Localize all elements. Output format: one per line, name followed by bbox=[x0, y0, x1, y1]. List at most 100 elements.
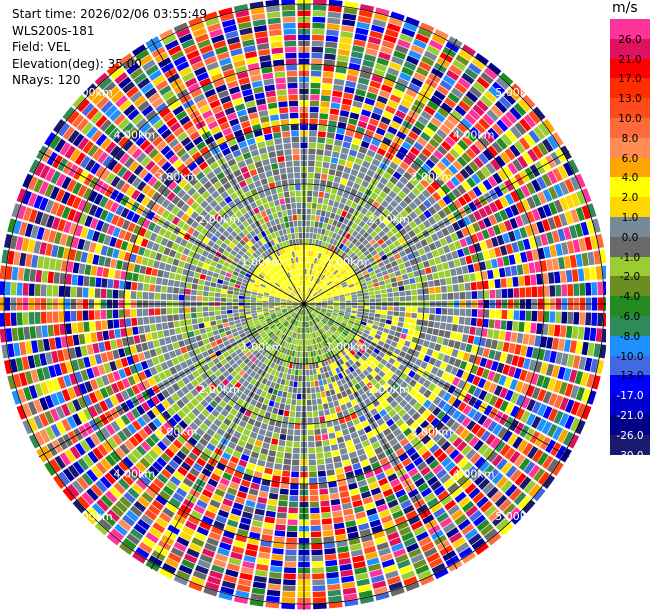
velocity-gate bbox=[313, 310, 319, 314]
velocity-gate bbox=[570, 209, 580, 223]
velocity-gate bbox=[420, 275, 428, 282]
velocity-gate bbox=[436, 468, 448, 480]
velocity-gate bbox=[29, 269, 37, 282]
velocity-gate bbox=[413, 382, 422, 391]
velocity-gate bbox=[421, 450, 432, 461]
velocity-gate bbox=[308, 453, 316, 460]
velocity-gate bbox=[520, 382, 530, 395]
velocity-gate bbox=[445, 277, 453, 285]
velocity-gate bbox=[502, 430, 513, 443]
velocity-gate bbox=[313, 227, 318, 234]
velocity-gate bbox=[340, 252, 347, 259]
velocity-gate bbox=[345, 300, 352, 303]
velocity-gate bbox=[381, 366, 389, 374]
velocity-gate bbox=[343, 383, 350, 390]
velocity-gate bbox=[597, 281, 604, 296]
velocity-gate bbox=[387, 297, 394, 302]
velocity-gate bbox=[311, 245, 315, 251]
velocity-gate bbox=[334, 139, 343, 147]
velocity-gate bbox=[345, 345, 352, 352]
velocity-gate bbox=[336, 436, 345, 444]
velocity-gate bbox=[314, 434, 322, 441]
velocity-gate bbox=[361, 439, 371, 448]
velocity-gate bbox=[445, 235, 453, 244]
velocity-gate bbox=[282, 464, 291, 471]
velocity-gate bbox=[401, 27, 416, 38]
velocity-gate bbox=[363, 292, 369, 296]
velocity-gate bbox=[384, 131, 395, 141]
velocity-gate bbox=[307, 405, 312, 412]
velocity-gate bbox=[291, 465, 300, 472]
velocity-gate bbox=[440, 315, 447, 323]
velocity-gate bbox=[385, 73, 397, 82]
velocity-gate bbox=[472, 491, 485, 504]
velocity-gate bbox=[317, 288, 323, 293]
velocity-gate bbox=[444, 330, 451, 339]
velocity-gate bbox=[310, 82, 321, 89]
velocity-gate bbox=[363, 260, 370, 267]
velocity-gate bbox=[441, 456, 452, 468]
velocity-gate bbox=[518, 137, 531, 151]
velocity-gate bbox=[478, 389, 488, 401]
velocity-gate bbox=[304, 274, 307, 281]
velocity-gate bbox=[409, 342, 417, 350]
velocity-gate bbox=[307, 294, 312, 300]
velocity-gate bbox=[327, 426, 335, 434]
velocity-gate bbox=[297, 351, 301, 358]
velocity-gate bbox=[321, 360, 326, 367]
velocity-gate bbox=[220, 293, 227, 298]
velocity-gate bbox=[308, 307, 314, 311]
velocity-gate bbox=[185, 344, 193, 352]
velocity-gate bbox=[307, 429, 314, 436]
velocity-gate bbox=[432, 213, 442, 222]
velocity-gate bbox=[315, 298, 321, 301]
velocity-gate bbox=[537, 452, 549, 466]
velocity-gate bbox=[221, 289, 228, 294]
velocity-gate bbox=[465, 291, 472, 300]
velocity-gate bbox=[483, 131, 495, 144]
velocity-gate bbox=[370, 222, 378, 230]
velocity-gate bbox=[339, 447, 348, 455]
velocity-gate bbox=[453, 258, 461, 267]
velocity-gate bbox=[457, 457, 469, 469]
velocity-gate bbox=[78, 263, 86, 275]
velocity-gate bbox=[4, 312, 11, 327]
velocity-gate bbox=[356, 152, 366, 160]
velocity-gate bbox=[340, 223, 347, 231]
velocity-gate bbox=[569, 340, 577, 354]
velocity-gate bbox=[343, 347, 349, 354]
velocity-gate bbox=[312, 350, 317, 357]
velocity-gate bbox=[325, 138, 334, 145]
velocity-gate bbox=[404, 317, 411, 324]
velocity-gate bbox=[308, 287, 311, 293]
velocity-gate bbox=[89, 276, 96, 287]
velocity-gate bbox=[406, 447, 417, 457]
velocity-gate bbox=[423, 492, 436, 503]
velocity-gate bbox=[199, 328, 207, 335]
velocity-gate bbox=[469, 469, 482, 482]
velocity-gate bbox=[392, 88, 404, 98]
velocity-gate bbox=[305, 357, 309, 364]
velocity-gate bbox=[292, 453, 300, 460]
velocity-gate bbox=[317, 315, 322, 321]
velocity-gate bbox=[160, 308, 167, 315]
velocity-gate bbox=[363, 202, 372, 210]
velocity-gate bbox=[124, 309, 131, 318]
velocity-gate bbox=[37, 255, 45, 269]
velocity-gate bbox=[388, 17, 403, 27]
velocity-gate bbox=[311, 64, 322, 71]
velocity-gate bbox=[150, 324, 157, 332]
velocity-gate bbox=[166, 343, 174, 352]
velocity-gate bbox=[357, 171, 366, 180]
velocity-gate bbox=[280, 427, 288, 435]
velocity-gate bbox=[321, 299, 328, 302]
velocity-gate bbox=[294, 375, 299, 382]
velocity-gate bbox=[406, 166, 417, 176]
velocity-gate bbox=[472, 104, 485, 117]
velocity-gate bbox=[314, 173, 321, 180]
velocity-gate bbox=[407, 407, 417, 417]
velocity-gate bbox=[510, 204, 520, 216]
velocity-gate bbox=[357, 428, 366, 437]
velocity-gate bbox=[473, 336, 481, 346]
velocity-gate bbox=[315, 301, 322, 304]
